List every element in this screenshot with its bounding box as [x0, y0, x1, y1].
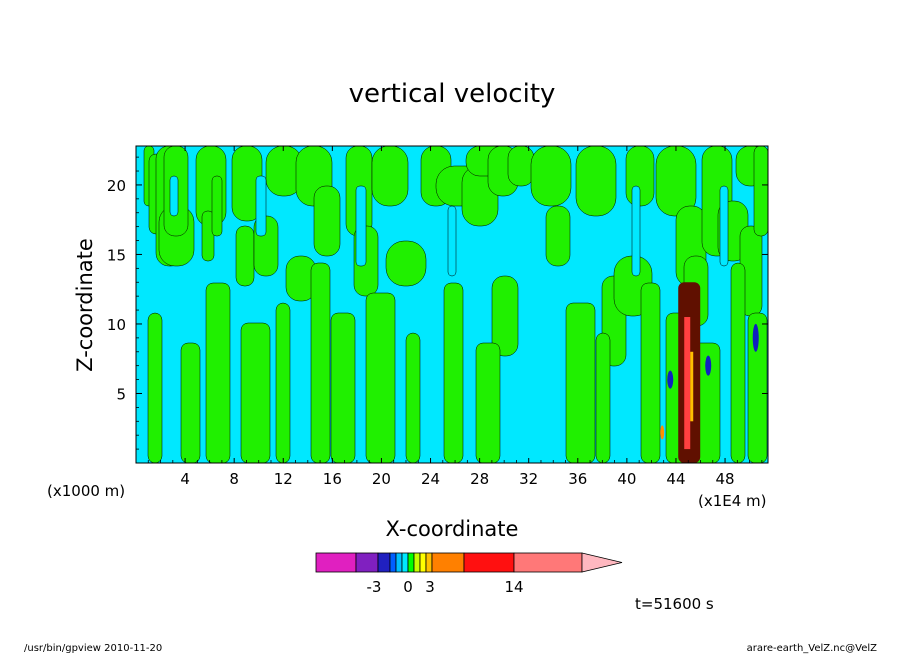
colorbar-segment-10 [431, 552, 465, 573]
colorbar-segment-3 [389, 552, 397, 573]
colorbar-segment-9 [425, 552, 433, 573]
x-tick-label-24: 24 [421, 470, 440, 488]
colorbar-label-3: 3 [425, 578, 435, 596]
colorbar-label--3: -3 [367, 578, 382, 596]
footer-right: arare-earth_VelZ.nc@VelZ [747, 643, 878, 654]
contour-positive-32 [655, 146, 697, 217]
contour-positive-24 [491, 275, 519, 357]
y-axis: 5 10 15 20 [107, 156, 768, 450]
contour-streak-10 [475, 342, 501, 463]
convection-core-orange [690, 351, 694, 422]
contour-streak-1 [180, 342, 201, 463]
x-tick-label-20: 20 [372, 470, 391, 488]
x-tick-label-12: 12 [274, 470, 293, 488]
x-tick-label-40: 40 [617, 470, 636, 488]
x-axis: 4 8 12 16 20 24 28 32 36 40 44 48 [147, 146, 763, 488]
y-tick-label-20: 20 [107, 177, 126, 195]
contour-positive-18 [385, 240, 427, 287]
contour-streak-16 [730, 262, 746, 463]
contour-streak-13 [640, 282, 661, 463]
plot-frame [135, 145, 769, 464]
colorbar-label-0: 0 [403, 578, 413, 596]
x-tick-label-28: 28 [470, 470, 489, 488]
downdraft-blob-3 [752, 323, 759, 352]
contour-streak-12 [595, 332, 611, 463]
colorbar-segment-5 [401, 552, 409, 573]
colorbar: -3 0 3 14 [315, 552, 623, 596]
contour-streak-6 [330, 312, 356, 463]
contour-positive-17 [371, 146, 409, 207]
footer-left: /usr/bin/gpview 2010-11-20 [24, 643, 162, 654]
contour-negative-2 [355, 185, 367, 267]
contour-streak-8 [405, 332, 421, 463]
colorbar-segment-6 [407, 552, 415, 573]
x-tick-label-8: 8 [229, 470, 239, 488]
time-label: t=51600 s [635, 595, 714, 613]
contour-streak-2 [205, 282, 231, 463]
contour-fields [143, 146, 768, 463]
colorbar-segment-7 [413, 552, 421, 573]
colorbar-segment-11 [463, 552, 515, 573]
updraft-blob-1 [660, 425, 665, 440]
contour-negative-4 [631, 185, 641, 277]
contour-positive-9 [235, 225, 255, 287]
contour-positive-39 [753, 146, 768, 237]
x-unit-right: (x1E4 m) [698, 492, 767, 510]
contour-negative-1 [255, 175, 267, 237]
downdraft-blob-2 [705, 355, 712, 376]
y-axis-label: Z-coordinate [73, 238, 97, 372]
contour-streak-0 [147, 312, 163, 463]
contour-positive-27 [545, 205, 571, 267]
colorbar-segment-0 [315, 552, 357, 573]
colorbar-segment-12 [513, 552, 583, 573]
x-tick-label-32: 32 [519, 470, 538, 488]
contour-streak-3 [240, 322, 271, 463]
contour-streak-7 [365, 292, 396, 463]
y-tick-label-15: 15 [107, 246, 126, 264]
convection-core-red [684, 317, 691, 450]
x-tick-label-48: 48 [716, 470, 735, 488]
contour-negative-0 [169, 175, 179, 217]
contour-positive-26 [530, 146, 572, 207]
y-tick-label-10: 10 [107, 316, 126, 334]
colorbar-segment-8 [419, 552, 427, 573]
x-axis-label: X-coordinate [386, 517, 519, 541]
colorbar-label-14: 14 [504, 578, 523, 596]
contour-positive-25 [507, 146, 535, 187]
contour-streak-4 [275, 302, 291, 463]
x-unit-left: (x1000 m) [47, 482, 125, 500]
y-tick-label-5: 5 [116, 385, 126, 403]
contour-streak-17 [747, 312, 768, 463]
x-tick-label-44: 44 [666, 470, 685, 488]
x-tick-label-16: 16 [323, 470, 342, 488]
contour-streak-11 [565, 302, 596, 463]
downdraft-blob-1 [667, 370, 674, 389]
colorbar-extend-arrow [581, 552, 623, 573]
colorbar-segment-4 [395, 552, 403, 573]
contour-positive-14 [313, 185, 341, 257]
colorbar-segment-2 [377, 552, 391, 573]
contour-positive-6 [201, 210, 215, 262]
colorbar-segment-1 [355, 552, 379, 573]
contour-positive-28 [575, 146, 617, 217]
contour-positive-7 [211, 175, 223, 237]
x-tick-label-36: 36 [568, 470, 587, 488]
chart-title: vertical velocity [349, 79, 556, 109]
x-tick-label-4: 4 [180, 470, 190, 488]
contour-negative-5 [719, 185, 729, 267]
contour-negative-3 [447, 205, 457, 277]
contour-streak-9 [443, 282, 464, 463]
contour-streak-5 [310, 262, 331, 463]
